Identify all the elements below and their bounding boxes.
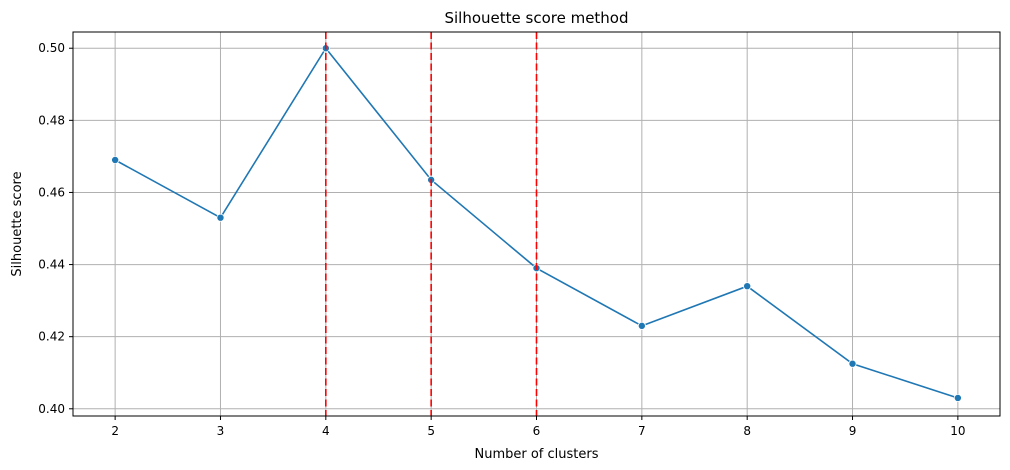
y-tick-label: 0.46 — [38, 185, 65, 199]
x-tick-label: 9 — [849, 424, 857, 438]
data-point — [743, 282, 752, 291]
data-point — [111, 155, 120, 164]
axes-layer: 2 3 4 5 6 7 8 9 10 0.40 0.42 0.44 0.46 0.48 0.50 — [38, 31, 1001, 438]
x-tick-label: 10 — [950, 424, 965, 438]
y-tick-label: 0.44 — [38, 258, 65, 272]
y-tick-label: 0.40 — [38, 402, 65, 416]
x-axis-label: Number of clusters — [474, 447, 598, 462]
plot-frame — [72, 31, 1001, 417]
x-tick-label: 3 — [217, 424, 225, 438]
y-tick-label: 0.50 — [38, 41, 65, 55]
reference-lines-layer — [325, 32, 538, 416]
data-point — [848, 359, 857, 368]
x-tick-label: 2 — [111, 424, 119, 438]
y-tick-label: 0.48 — [38, 113, 65, 127]
data-point — [216, 213, 225, 222]
x-tick-label: 7 — [638, 424, 646, 438]
x-tick-label: 8 — [743, 424, 751, 438]
x-tick-label: 6 — [533, 424, 541, 438]
x-tick-label: 4 — [322, 424, 330, 438]
data-point — [637, 321, 646, 330]
data-point — [953, 393, 962, 402]
x-tick-label: 5 — [427, 424, 435, 438]
chart-title: Silhouette score method — [444, 9, 628, 27]
y-axis-label: Silhouette score — [10, 171, 25, 276]
y-tick-label: 0.42 — [38, 330, 65, 344]
